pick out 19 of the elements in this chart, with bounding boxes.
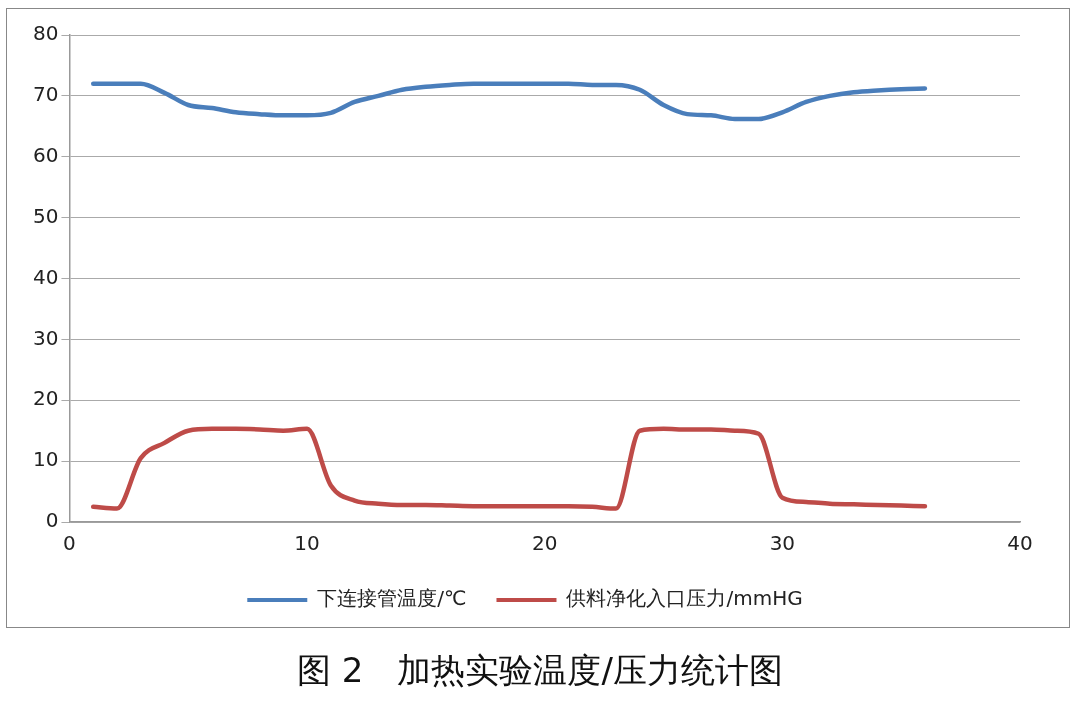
x-tick-label: 20 bbox=[532, 531, 558, 556]
x-tick-label: 40 bbox=[1007, 531, 1033, 556]
y-tick-label: 80 bbox=[33, 21, 59, 46]
legend-label: 供料净化入口压力/mmHG bbox=[566, 586, 803, 611]
legend-label: 下连接管温度/℃ bbox=[317, 586, 467, 611]
y-tick-label: 50 bbox=[33, 203, 59, 228]
y-tick-label: 10 bbox=[33, 447, 59, 472]
line-series bbox=[90, 81, 928, 122]
y-tick-label: 70 bbox=[33, 82, 59, 107]
y-tick-label: 0 bbox=[45, 508, 59, 533]
y-tick-label: 30 bbox=[33, 325, 59, 350]
y-tick-label: 20 bbox=[33, 386, 59, 411]
line-series bbox=[90, 426, 928, 511]
x-tick-label: 30 bbox=[769, 531, 796, 556]
y-tick-label: 60 bbox=[33, 142, 59, 167]
y-tick-label: 40 bbox=[33, 264, 59, 289]
x-tick-label: 0 bbox=[63, 531, 76, 556]
x-tick-label: 10 bbox=[294, 531, 320, 556]
text: 图 2 加热实验温度/压力统计图 bbox=[296, 649, 784, 692]
